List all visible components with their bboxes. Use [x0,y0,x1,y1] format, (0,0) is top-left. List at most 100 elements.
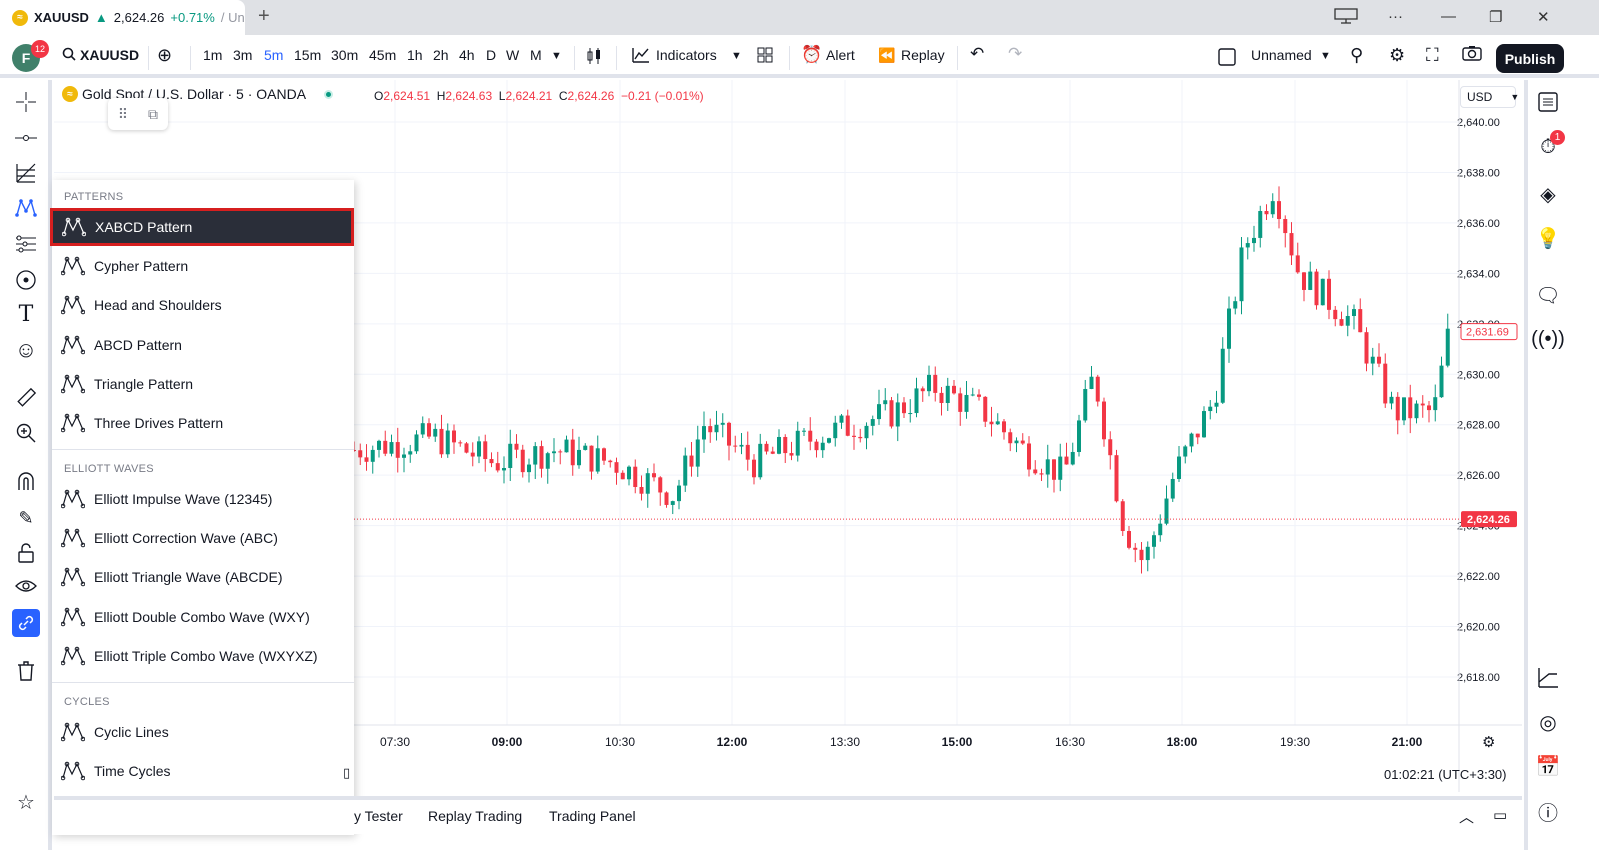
zoom-in-icon[interactable] [12,419,40,447]
menu-item-cypher-pattern[interactable]: Cypher Pattern [52,247,354,285]
menu-item-elliott-correction-wave-abc[interactable]: Elliott Correction Wave (ABC) [52,519,354,557]
calendar-small-icon[interactable]: ▯ [343,765,351,780]
emoji-icon[interactable]: ☺ [14,337,38,362]
currency-select[interactable]: USD ▼ [1460,86,1520,108]
bottom-tab-replay-trading[interactable]: Replay Trading [428,808,523,824]
symbol-search-button[interactable]: XAUUSD [80,47,140,63]
chevron-down-icon[interactable]: ▼ [1320,50,1331,62]
chat-icon[interactable]: 🗨 [1535,284,1561,307]
interval-1m[interactable]: 1m [203,47,223,63]
low-label: L [498,89,506,103]
browser-tab[interactable]: ≈ XAUUSD ▲ 2,624.26 +0.71% / Un [0,0,245,35]
interval-1h[interactable]: 1h [407,47,423,63]
menu-item-three-drives-pattern[interactable]: Three Drives Pattern [52,404,354,442]
patterns-icon[interactable] [12,194,40,222]
settings-icon[interactable]: ⚙ [1389,45,1406,65]
menu-item-elliott-impulse-wave-12345[interactable]: Elliott Impulse Wave (12345) [52,480,354,518]
compare-add-icon[interactable]: ⊕ [157,45,173,65]
interval-2h[interactable]: 2h [433,47,449,63]
menu-item-elliott-double-combo-wave-wxy[interactable]: Elliott Double Combo Wave (WXY) [52,598,354,636]
ideas-icon[interactable]: 💡 [1535,227,1561,250]
trash-icon[interactable] [12,657,40,685]
menu-item-abcd-pattern[interactable]: ABCD Pattern [52,326,354,364]
forecast-icon[interactable] [12,230,40,258]
magnet-icon[interactable] [12,467,40,495]
alert-button[interactable]: Alert [826,47,855,63]
interval-15m[interactable]: 15m [294,47,322,63]
close-icon[interactable]: ✕ [1537,9,1550,26]
interval-3m[interactable]: 3m [233,47,253,63]
indicators-button[interactable]: Indicators [656,47,717,63]
eye-icon[interactable] [12,572,40,600]
menu-item-head-and-shoulders[interactable]: Head and Shoulders [52,286,354,324]
candle-body [645,473,650,494]
interval-5m[interactable]: 5m [264,47,284,63]
chevron-down-icon: ▼ [1510,92,1520,102]
indicators-icon[interactable] [632,47,650,66]
candle-body [595,448,600,472]
menu-item-cyclic-lines[interactable]: Cyclic Lines [52,713,354,751]
publish-button[interactable]: Publish [1496,44,1564,73]
templates-icon[interactable] [757,47,773,66]
star-icon[interactable]: ☆ [17,791,35,814]
help-icon[interactable]: ⓘ [1538,802,1558,825]
undo-icon[interactable]: ↶ [970,44,985,63]
interval-45m[interactable]: 45m [369,47,397,63]
ruler-icon[interactable] [12,384,40,412]
floating-widget[interactable]: ⠿ ⧉ [108,98,168,130]
interval-m[interactable]: M [530,47,542,63]
screen-icon[interactable] [1334,8,1358,28]
interval-30m[interactable]: 30m [331,47,359,63]
clock-readout[interactable]: 01:02:21 (UTC+3:30) [1384,767,1507,782]
fullscreen-icon[interactable]: ⛶ [1426,45,1439,65]
replay-icon[interactable]: ⏪ [878,47,896,63]
menu-item-time-cycles[interactable]: Time Cycles [52,752,354,790]
brush-icon[interactable] [12,266,40,294]
drag-handle-icon[interactable]: ⠿ [117,105,129,122]
layout-name[interactable]: Unnamed [1251,47,1312,63]
candle-body [808,430,813,442]
quick-search-icon[interactable]: ⚲ [1350,45,1364,65]
candles-icon[interactable] [586,47,602,68]
interval-d[interactable]: D [486,47,497,63]
link-icon[interactable] [12,609,40,637]
pine-editor-icon[interactable] [1534,663,1562,691]
draw-lock-icon[interactable]: ✎ [18,507,34,528]
watchlist-icon[interactable] [1534,88,1562,116]
alarm-icon[interactable]: ⏰ [801,45,823,64]
menu-item-triangle-pattern[interactable]: Triangle Pattern [52,365,354,403]
target-icon[interactable]: ◎ [1539,711,1557,734]
chart-settings-icon[interactable]: ⚙ [1482,734,1496,751]
interval-4h[interactable]: 4h [459,47,475,63]
fib-icon[interactable] [12,159,40,187]
menu-item-xabcd-pattern[interactable]: XABCD Pattern [50,208,354,246]
maximize-icon[interactable]: ❐ [1489,9,1503,26]
text-icon[interactable]: T [18,301,34,327]
lock-icon[interactable] [12,539,40,567]
maximize-panel-icon[interactable]: ▭ [1493,807,1508,824]
crosshair-icon[interactable] [12,88,40,116]
layers-icon[interactable]: ◈ [1540,183,1556,206]
new-tab-icon[interactable]: + [258,5,270,27]
avatar[interactable]: F [12,44,40,72]
minimize-icon[interactable]: — [1441,8,1456,25]
search-icon[interactable] [62,47,76,64]
stream-icon[interactable]: ((•)) [1531,327,1565,350]
redo-icon[interactable]: ↷ [1008,44,1023,63]
chevron-up-icon[interactable]: ︿ [1459,809,1475,826]
calendar-icon[interactable]: 📅 [1535,755,1561,778]
chevron-down-icon[interactable]: ▼ [551,50,562,62]
interval-w[interactable]: W [506,47,520,63]
menu-item-elliott-triangle-wave-abcde[interactable]: Elliott Triangle Wave (ABCDE) [52,558,354,596]
layout-checkbox-icon[interactable] [1218,48,1236,69]
trend-line-icon[interactable] [12,124,40,152]
chevron-down-icon[interactable]: ▼ [731,50,742,62]
candle-body [758,443,763,478]
camera-icon[interactable] [1462,45,1482,64]
menu-item-elliott-triple-combo-wave-wxyxz[interactable]: Elliott Triple Combo Wave (WXYXZ) [52,637,354,675]
add-object-icon[interactable]: ⧉ [148,105,159,122]
more-icon[interactable]: ··· [1388,8,1403,25]
bottom-tab-trading-panel[interactable]: Trading Panel [549,808,636,824]
bottom-tab-y-tester[interactable]: y Tester [354,808,403,824]
replay-button[interactable]: Replay [901,47,945,63]
